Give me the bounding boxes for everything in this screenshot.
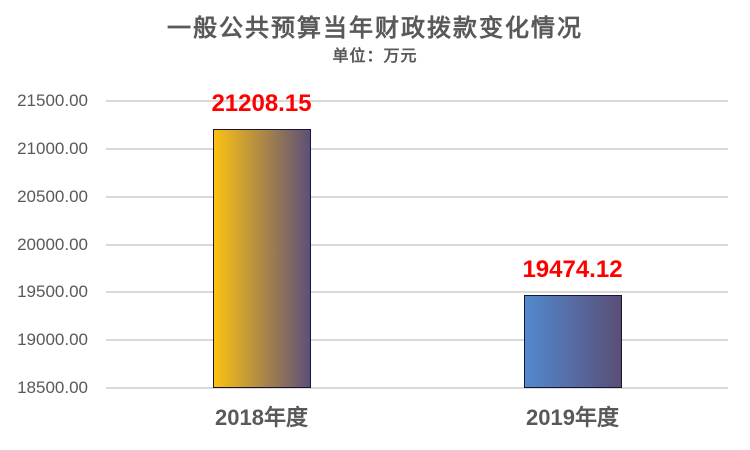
gridline — [106, 100, 728, 102]
data-label-2019: 19474.12 — [522, 255, 623, 283]
x-axis-category-label-2018: 2018年度 — [215, 405, 308, 430]
bar-2018 — [212, 128, 311, 388]
y-axis-tick-label: 21000.00 — [17, 138, 88, 158]
y-axis-tick-label: 18500.00 — [17, 378, 88, 397]
gridline — [106, 291, 728, 294]
gridline — [106, 243, 728, 246]
gridline — [106, 339, 728, 342]
y-axis-tick-label: 21500.00 — [17, 91, 88, 110]
bar-2019 — [523, 294, 622, 388]
y-axis-tick-label: 19500.00 — [17, 282, 88, 302]
gridline — [106, 147, 728, 150]
y-axis-tick-label: 19000.00 — [17, 330, 88, 350]
chart-title: 一般公共预算当年财政拨款变化情况 — [167, 15, 583, 42]
data-label-2018: 21208.15 — [211, 89, 312, 117]
x-axis-category-label-2019: 2019年度 — [526, 405, 619, 430]
chart-subtitle: 单位：万元 — [332, 48, 418, 65]
y-axis-tick-label: 20000.00 — [17, 234, 88, 254]
y-axis-tick-label: 20500.00 — [17, 186, 88, 206]
gridline — [106, 387, 728, 389]
gridline — [106, 195, 728, 198]
